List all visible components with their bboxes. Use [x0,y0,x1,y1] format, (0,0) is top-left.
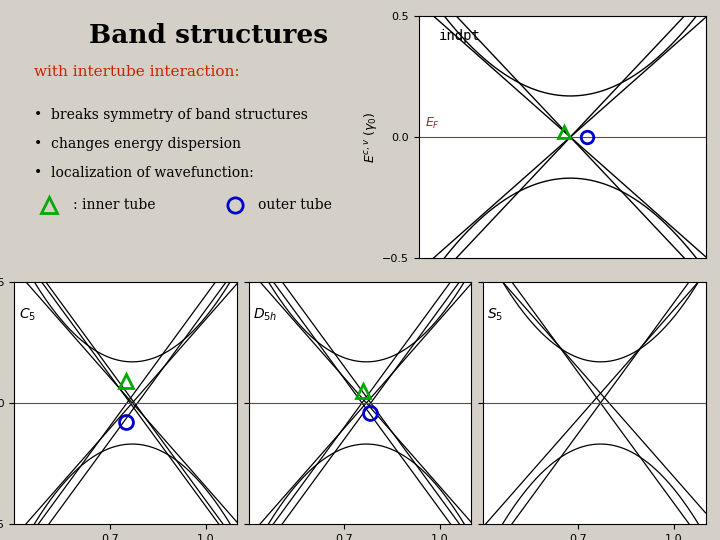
Text: with intertube interaction:: with intertube interaction: [34,65,239,78]
Text: $S_5$: $S_5$ [487,306,503,323]
Text: •  breaks symmetry of band structures: • breaks symmetry of band structures [34,108,307,122]
Text: $D_{5h}$: $D_{5h}$ [253,306,278,323]
Text: Band structures: Band structures [89,23,328,49]
Text: outer tube: outer tube [258,198,333,212]
Text: $E_F$: $E_F$ [425,117,440,131]
Text: : inner tube: : inner tube [73,198,155,212]
Text: indpt: indpt [439,29,481,43]
Text: $C_5$: $C_5$ [19,306,36,323]
Text: •  localization of wavefunction:: • localization of wavefunction: [34,166,253,180]
Text: •  changes energy dispersion: • changes energy dispersion [34,137,240,151]
Y-axis label: $E^{c,v}$ ($\gamma_0$): $E^{c,v}$ ($\gamma_0$) [362,111,379,163]
